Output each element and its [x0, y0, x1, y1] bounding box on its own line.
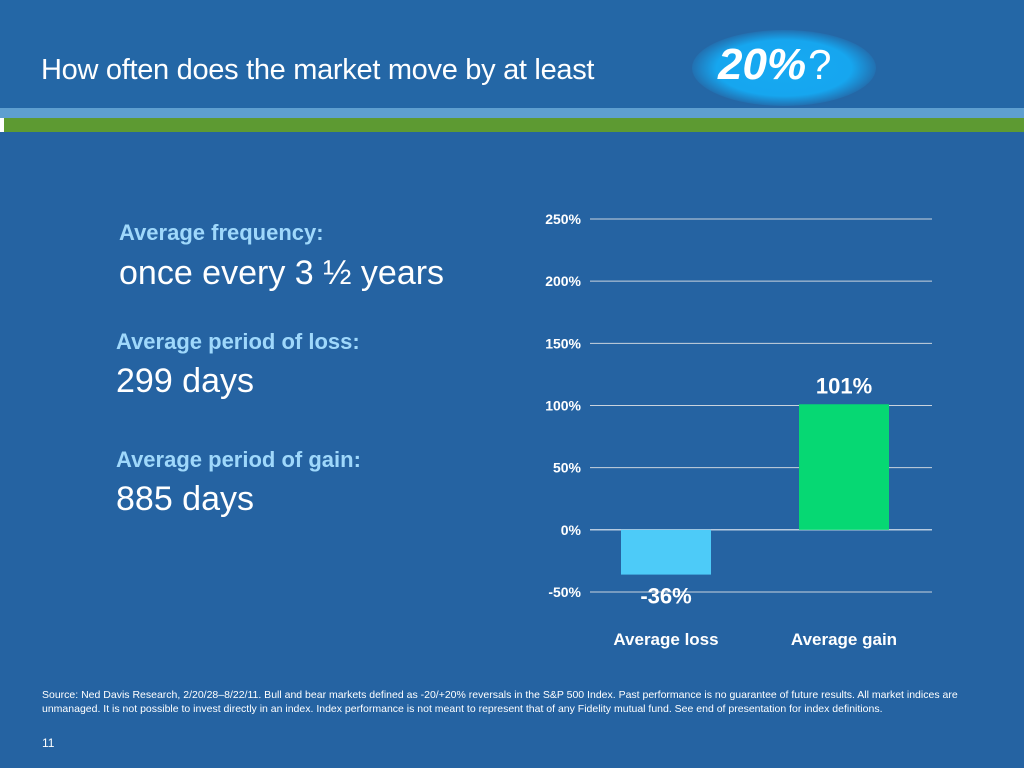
header-stripe-light [0, 108, 1024, 118]
highlight-oval [692, 30, 876, 106]
bar-average-loss [621, 529, 711, 575]
y-tick-label: 150% [545, 335, 581, 351]
gain-period-value: 885 days [116, 480, 254, 518]
highlight-question-mark: ? [808, 41, 832, 88]
y-tick-label: 0% [561, 522, 582, 538]
gain-period-label: Average period of gain: [116, 447, 361, 472]
y-tick-label: -50% [548, 584, 581, 600]
y-tick-label: 250% [545, 211, 581, 227]
y-tick-label: 50% [553, 460, 582, 476]
header-stripe-green [0, 118, 1024, 132]
y-tick-label: 100% [545, 398, 581, 414]
loss-period-label: Average period of loss: [116, 329, 360, 354]
y-tick-label: 200% [545, 273, 581, 289]
page-number: 11 [42, 736, 55, 750]
highlight-percent: 20% [718, 40, 807, 89]
bar-average-gain [799, 404, 889, 530]
x-category-label: Average gain [791, 630, 897, 649]
x-category-label: Average loss [613, 630, 718, 649]
slide-title: How often does the market move by at lea… [41, 54, 595, 86]
data-label: -36% [640, 584, 691, 609]
loss-period-value: 299 days [116, 362, 254, 400]
frequency-value: once every 3 ½ years [119, 254, 445, 292]
source-footnote: Source: Ned Davis Research, 2/20/28–8/22… [42, 689, 958, 715]
highlight-value: 20%? [718, 40, 831, 90]
header-stripe-marker [0, 118, 4, 132]
frequency-label: Average frequency: [119, 220, 324, 245]
data-label: 101% [816, 373, 872, 398]
